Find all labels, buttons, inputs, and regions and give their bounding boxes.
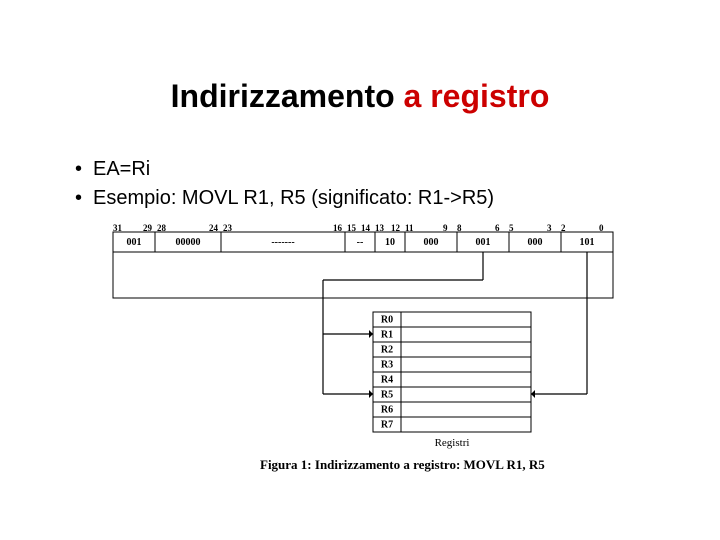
bullet-dot-icon (75, 155, 93, 184)
svg-text:-------: ------- (271, 237, 294, 248)
svg-text:001: 001 (127, 237, 142, 248)
figure-caption: Figura 1: Indirizzamento a registro: MOV… (260, 457, 545, 473)
svg-text:--: -- (357, 237, 364, 248)
bullet-item: Esempio: MOVL R1, R5 (significato: R1->R… (75, 184, 494, 213)
svg-text:Registri: Registri (435, 437, 470, 449)
svg-text:10: 10 (385, 237, 395, 248)
svg-text:001: 001 (476, 237, 491, 248)
svg-text:000: 000 (528, 237, 543, 248)
bullet-text: EA=Ri (93, 155, 150, 184)
bullet-item: EA=Ri (75, 155, 494, 184)
diagram-figure: 3129282423161514131211986532000100000---… (85, 222, 640, 487)
bullet-text: Esempio: MOVL R1, R5 (significato: R1->R… (93, 184, 494, 213)
svg-text:101: 101 (580, 237, 595, 248)
svg-text:00000: 00000 (176, 237, 201, 248)
svg-text:R2: R2 (381, 345, 393, 356)
svg-text:R3: R3 (381, 360, 393, 371)
title-main: Indirizzamento (171, 78, 395, 114)
bullet-list: EA=Ri Esempio: MOVL R1, R5 (significato:… (75, 155, 494, 213)
caption-prefix: Figura 1: (260, 457, 315, 472)
bullet-dot-icon (75, 184, 93, 213)
title-sub: a registro (404, 78, 550, 114)
caption-text: Indirizzamento a registro: MOVL R1, R5 (315, 457, 545, 472)
svg-text:R0: R0 (381, 315, 393, 326)
svg-text:R7: R7 (381, 420, 393, 431)
svg-text:R5: R5 (381, 390, 393, 401)
svg-text:R6: R6 (381, 405, 393, 416)
svg-text:000: 000 (424, 237, 439, 248)
svg-text:R1: R1 (381, 330, 393, 341)
slide-title: Indirizzamento a registro (0, 78, 720, 115)
svg-text:R4: R4 (381, 375, 393, 386)
